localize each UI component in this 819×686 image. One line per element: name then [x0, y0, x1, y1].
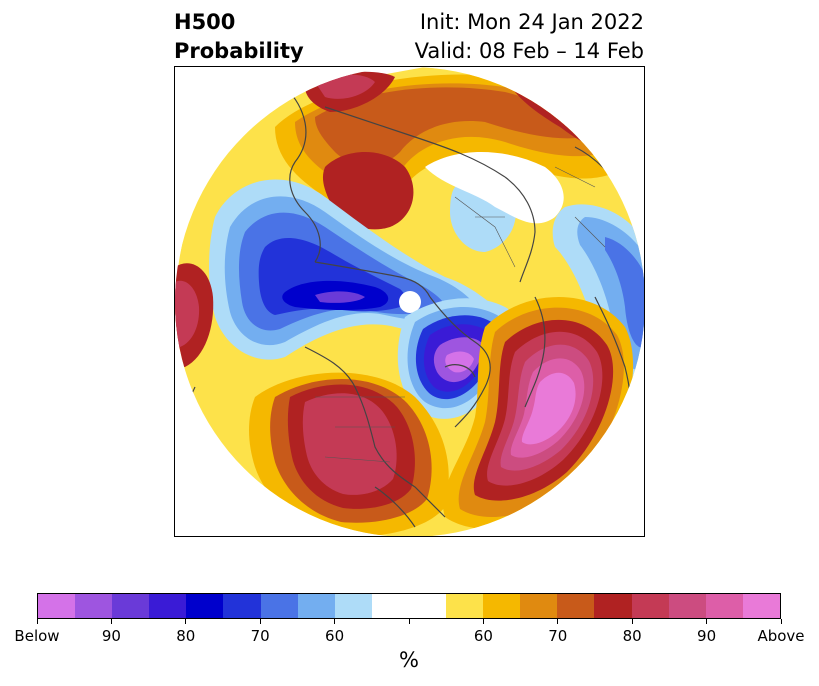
colorbar-tick	[631, 619, 633, 624]
probability-map	[175, 67, 644, 536]
colorbar-tick-label: 70	[250, 627, 270, 645]
colorbar-tick-label: 80	[622, 627, 642, 645]
title-variable: H500	[174, 10, 236, 34]
colorbar-swatch	[297, 594, 335, 618]
colorbar-tick-label: 60	[325, 627, 345, 645]
colorbar-swatch	[371, 594, 409, 618]
colorbar-swatch	[594, 594, 632, 618]
title-type: Probability	[174, 39, 304, 63]
colorbar-swatch	[334, 594, 372, 618]
colorbar-swatch	[75, 594, 113, 618]
colorbar-swatch	[742, 594, 780, 618]
colorbar-tick-label: 90	[697, 627, 717, 645]
valid-range: Valid: 08 Feb – 14 Feb	[414, 39, 644, 63]
colorbar-swatch	[705, 594, 743, 618]
colorbar-swatch	[149, 594, 187, 618]
colorbar-tick-label: Above	[757, 627, 805, 645]
colorbar-tick	[259, 619, 261, 624]
colorbar-tick	[408, 619, 410, 624]
colorbar-tick	[110, 619, 112, 624]
colorbar-tick	[706, 619, 708, 624]
colorbar-tick-label: 70	[548, 627, 568, 645]
colorbar-swatch	[631, 594, 669, 618]
map-title: H500 Probability	[174, 8, 304, 66]
colorbar-swatch	[260, 594, 298, 618]
init-date: Init: Mon 24 Jan 2022	[419, 10, 644, 34]
colorbar-tick	[185, 619, 187, 624]
map-panel	[174, 66, 645, 537]
colorbar-swatch	[520, 594, 558, 618]
colorbar-swatch	[483, 594, 521, 618]
colorbar-tick	[482, 619, 484, 624]
colorbar-tick-label: 90	[101, 627, 121, 645]
colorbar-swatch	[668, 594, 706, 618]
colorbar-unit: %	[399, 648, 419, 672]
colorbar-swatch	[408, 594, 447, 618]
colorbar-tick-label: 80	[176, 627, 196, 645]
colorbar	[37, 593, 781, 619]
colorbar-swatch	[557, 594, 595, 618]
colorbar-tick	[334, 619, 336, 624]
borders	[315, 166, 606, 463]
colorbar-tick	[780, 619, 782, 624]
colorbar-swatch	[112, 594, 150, 618]
colorbar-swatch	[446, 594, 484, 618]
colorbar-tick-label: 60	[473, 627, 493, 645]
map-dates: Init: Mon 24 Jan 2022 Valid: 08 Feb – 14…	[415, 8, 644, 66]
colorbar-swatch	[223, 594, 261, 618]
colorbar-swatch	[186, 594, 224, 618]
colorbar-tick-label: Below	[14, 627, 60, 645]
colorbar-swatch	[38, 594, 76, 618]
colorbar-tick	[557, 619, 559, 624]
colorbar-tick	[36, 619, 38, 624]
